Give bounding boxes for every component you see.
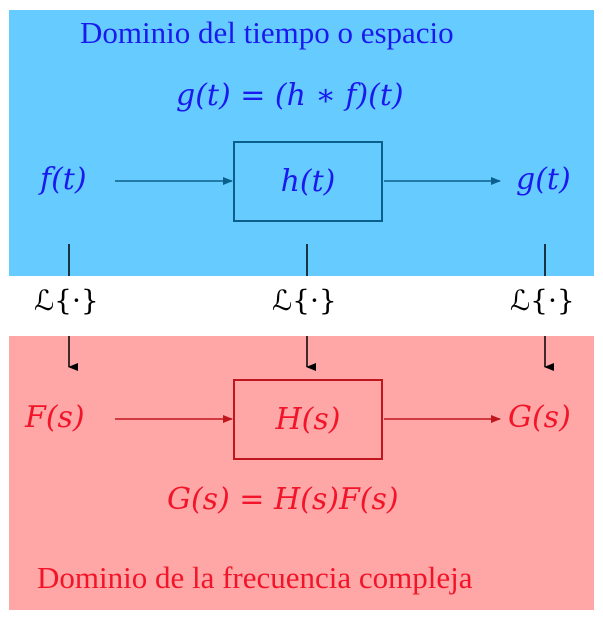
time-domain-title: Dominio del tiempo o espacio <box>80 15 454 50</box>
time-system-label: h(t) <box>280 164 336 199</box>
convolution-equation: g(t) = (h ∗ f)(t) <box>176 78 404 113</box>
time-input-signal: f(t) <box>40 162 87 197</box>
freq-output-signal: G(s) <box>508 400 571 435</box>
laplace-center: ℒ{·} <box>272 284 337 317</box>
frequency-domain-title: Dominio de la frecuencia compleja <box>37 560 473 595</box>
time-system-block: h(t) <box>233 141 383 222</box>
laplace-left: ℒ{·} <box>34 284 99 317</box>
time-output-signal: g(t) <box>516 162 571 197</box>
time-domain-panel <box>9 10 594 276</box>
freq-system-label: H(s) <box>275 402 341 437</box>
transfer-equation: G(s) = H(s)F(s) <box>167 482 399 517</box>
laplace-right: ℒ{·} <box>510 284 575 317</box>
frequency-domain-panel <box>9 336 594 610</box>
freq-system-block: H(s) <box>233 379 383 460</box>
freq-input-signal: F(s) <box>25 400 85 435</box>
